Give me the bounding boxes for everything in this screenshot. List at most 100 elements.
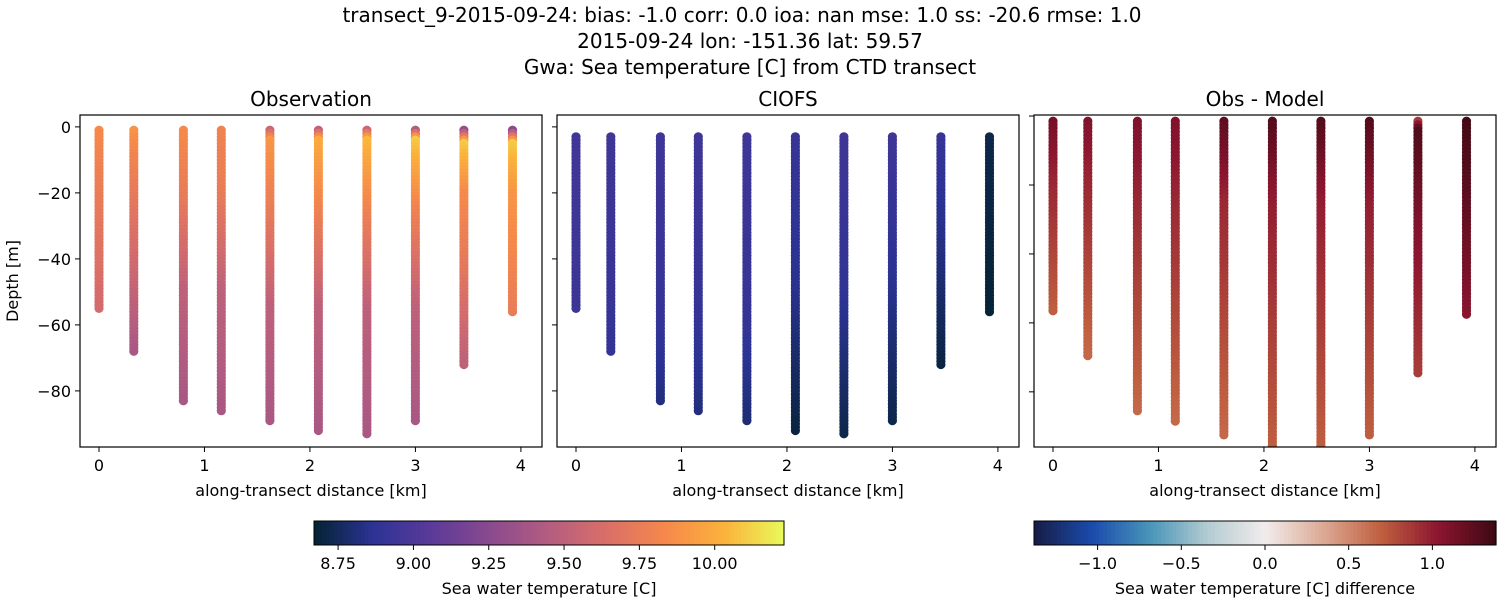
colorbar-segment [682,521,687,545]
colorbar-segment [1426,521,1432,545]
data-point [655,396,666,406]
colorbar-tick-label: 0.0 [1252,554,1277,573]
colorbar-segment [1230,521,1235,545]
x-tick-label: 3 [887,456,897,475]
colorbar-segment [1222,521,1228,545]
colorbar-segment [592,521,597,545]
colorbar-segment [678,521,683,545]
y-tick-label: −20 [37,184,71,203]
colorbar-segment [1180,521,1185,545]
colorbar-segment [317,521,323,545]
colorbar-segment [1438,521,1443,545]
colorbar-segment [1072,521,1077,545]
colorbar-segment [662,521,668,545]
colorbar-segment [709,521,715,545]
colorbar-segment [521,521,527,545]
colorbar-segment [1315,521,1320,545]
colorbar-tick-label: 1.0 [1420,554,1445,573]
colorbar-segment [1403,521,1409,545]
data-point [1083,351,1093,361]
colorbar-segment [690,521,695,545]
colorbar-segment [447,521,452,545]
colorbar-segment [1199,521,1204,545]
colorbar-segment [1122,521,1127,545]
colorbar-segment [549,521,554,545]
colorbar-segment [364,521,370,545]
colorbar-segment [674,521,679,545]
colorbar-segment [744,521,750,545]
colorbar-segment [1411,521,1416,545]
colorbar-segment [400,521,405,545]
colorbar-segment [372,521,378,545]
colorbar-segment [341,521,346,545]
colorbar-segment [1303,521,1308,545]
colorbar-segment [737,521,742,545]
colorbar-segment [392,521,397,545]
axes-frame [556,114,1020,448]
colorbar-segment [1076,521,1081,545]
data-point [507,307,518,317]
colorbar-segment [1407,521,1412,545]
colorbar-tick-label: 10.00 [692,554,738,573]
colorbar-frame [313,520,785,546]
colorbar-segment [1161,521,1166,545]
colorbar-segment [1342,521,1347,545]
x-tick-label: 2 [1259,456,1269,475]
panel-ciofs: 0 1 2 3 4 [552,114,1020,475]
colorbar-segment [1149,521,1154,545]
x-tick-label: 4 [993,456,1003,475]
colorbar-segment [1338,521,1343,545]
data-point [216,406,226,416]
colorbar-segment [1041,521,1047,545]
colorbar-segment [1207,521,1212,545]
data-point [1132,406,1142,416]
colorbar-difference: −1.0 −0.5 0.0 0.5 1.0 [1033,520,1497,573]
colorbar-segment [721,521,726,545]
colorbar-segment [474,521,480,545]
station-profile [571,132,581,313]
data-point [936,359,946,370]
colorbar-segment [517,521,523,545]
colorbar-segment [349,521,354,545]
colorbar-tick-label: 8.75 [320,554,356,573]
colorbar-segment [568,521,574,545]
x-tick-label: 2 [782,456,792,475]
colorbar-segment [325,521,331,545]
data-point [362,429,372,439]
colorbar-segment [697,521,703,545]
colorbar-segment [658,521,664,545]
colorbar-segment [639,521,644,545]
colorbar-segment [635,521,640,545]
colorbar-segment [776,521,781,545]
station-profile [984,132,995,317]
colorbar-segment [1107,521,1112,545]
colorbar-segment [756,521,762,545]
colorbar-segment [1288,521,1293,545]
station-profile [1267,116,1277,447]
x-tick-label: 4 [516,456,526,475]
colorbar-segment [1130,521,1135,545]
colorbar-segment [1384,521,1389,545]
colorbar-segment [1318,521,1324,545]
colorbar-tick-label: 9.75 [622,554,658,573]
colorbar-segment [1118,521,1124,545]
station-profile [1316,116,1326,447]
colorbar-segment [1430,521,1435,545]
panel-title-obs-minus-model: Obs - Model [1206,87,1325,111]
colorbar-segment [1480,521,1486,545]
station-profile [1461,116,1472,319]
x-axis-label-observation: along-transect distance [km] [195,481,426,500]
x-tick-label: 3 [1364,456,1374,475]
colorbar-segment [643,521,648,545]
colorbar-segment [1203,521,1208,545]
station-profile [1170,116,1180,426]
y-axis-label: Depth [m] [3,240,22,322]
colorbar-segment [1268,521,1274,545]
colorbar-segment [1449,521,1455,545]
colorbar-segment [1265,521,1270,545]
colorbar-segment [337,521,343,545]
colorbar-segment [1034,521,1039,545]
colorbar-segment [431,521,437,545]
colorbar-segment [1157,521,1162,545]
colorbar-segment [396,521,401,545]
